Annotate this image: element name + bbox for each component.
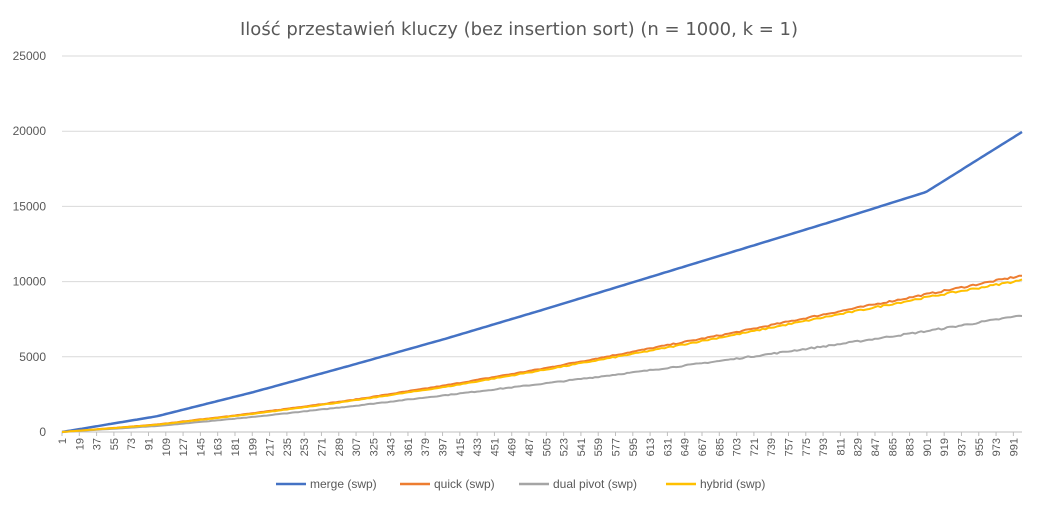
series-line-quick (61, 274, 1023, 433)
x-tick-label: 541 (576, 438, 588, 456)
legend: merge (swp) quick (swp) dual pivot (swp) hy… (276, 477, 765, 491)
y-tick-label: 25000 (13, 49, 47, 63)
x-tick-label: 289 (334, 438, 346, 456)
legend-label: dual pivot (swp) (553, 477, 637, 491)
x-tick-label: 433 (472, 438, 484, 456)
x-tick-label: 37 (92, 438, 104, 450)
x-tick-label: 703 (732, 438, 744, 456)
x-tick-label: 199 (247, 438, 259, 456)
x-tick-label: 91 (143, 438, 155, 450)
gridlines (62, 55, 1022, 358)
y-tick-label: 0 (39, 425, 46, 439)
x-tick-label: 577 (611, 438, 623, 456)
x-tick-label: 253 (299, 438, 311, 456)
x-tick-label: 451 (489, 438, 501, 456)
x-tick-label: 865 (887, 438, 899, 456)
x-tick-label: 1 (57, 438, 69, 444)
x-tick-label: 19 (74, 438, 86, 450)
chart-title: Ilość przestawień kluczy (bez insertion … (240, 19, 798, 40)
x-tick-label: 721 (749, 438, 761, 456)
x-tick-label: 901 (922, 438, 934, 456)
x-tick-label: 757 (783, 438, 795, 456)
series-lines (61, 130, 1023, 434)
x-tick-label: 919 (939, 438, 951, 456)
x-tick-label: 235 (282, 438, 294, 456)
x-tick-label: 937 (956, 438, 968, 456)
legend-label: merge (swp) (310, 477, 377, 491)
series-line-dual-pivot (61, 314, 1023, 433)
x-tick-label: 811 (835, 438, 847, 456)
x-tick-label: 649 (680, 438, 692, 456)
x-tick-label: 379 (420, 438, 432, 456)
x-tick-label: 127 (178, 438, 190, 456)
x-tick-label: 307 (351, 438, 363, 456)
series-line-merge (61, 130, 1023, 434)
x-tick-label: 523 (559, 438, 571, 456)
y-axis-ticks: 0 5000 10000 15000 20000 25000 (13, 49, 47, 439)
x-tick-label: 829 (853, 438, 865, 456)
series-line-hybrid (61, 278, 1023, 433)
x-tick-label: 469 (507, 438, 519, 456)
x-tick-label: 145 (195, 438, 207, 456)
legend-label: quick (swp) (434, 477, 495, 491)
x-tick-label: 415 (455, 438, 467, 456)
x-tick-label: 343 (386, 438, 398, 456)
x-tick-label: 775 (801, 438, 813, 456)
x-tick-label: 613 (645, 438, 657, 456)
x-tick-label: 505 (541, 438, 553, 456)
x-tick-label: 271 (316, 438, 328, 456)
x-tick-label: 163 (213, 438, 225, 456)
x-tick-label: 73 (126, 438, 138, 450)
x-tick-label: 181 (230, 438, 242, 456)
x-tick-label: 595 (628, 438, 640, 456)
x-tick-label: 109 (161, 438, 173, 456)
x-tick-label: 631 (662, 438, 674, 456)
x-tick-label: 559 (593, 438, 605, 456)
x-tick-label: 739 (766, 438, 778, 456)
x-tick-label: 991 (1008, 438, 1020, 456)
y-tick-label: 20000 (13, 124, 47, 138)
x-tick-label: 55 (109, 438, 121, 450)
y-tick-label: 10000 (13, 275, 47, 289)
x-tick-label: 325 (368, 438, 380, 456)
y-tick-label: 5000 (19, 350, 46, 364)
x-tick-label: 847 (870, 438, 882, 456)
x-tick-label: 397 (438, 438, 450, 456)
x-tick-label: 487 (524, 438, 536, 456)
x-tick-label: 883 (905, 438, 917, 456)
x-tick-label: 955 (974, 438, 986, 456)
x-tick-label: 793 (818, 438, 830, 456)
y-tick-label: 15000 (13, 199, 47, 213)
x-tick-label: 667 (697, 438, 709, 456)
x-axis: 1 19 37 55 73 91 109 127 145 163 181 199 217 235 253 27… (57, 431, 1022, 456)
x-tick-label: 973 (991, 438, 1003, 456)
legend-label: hybrid (swp) (700, 477, 765, 491)
x-tick-label: 685 (714, 438, 726, 456)
x-tick-label: 361 (403, 438, 415, 456)
x-tick-label: 217 (265, 438, 277, 456)
